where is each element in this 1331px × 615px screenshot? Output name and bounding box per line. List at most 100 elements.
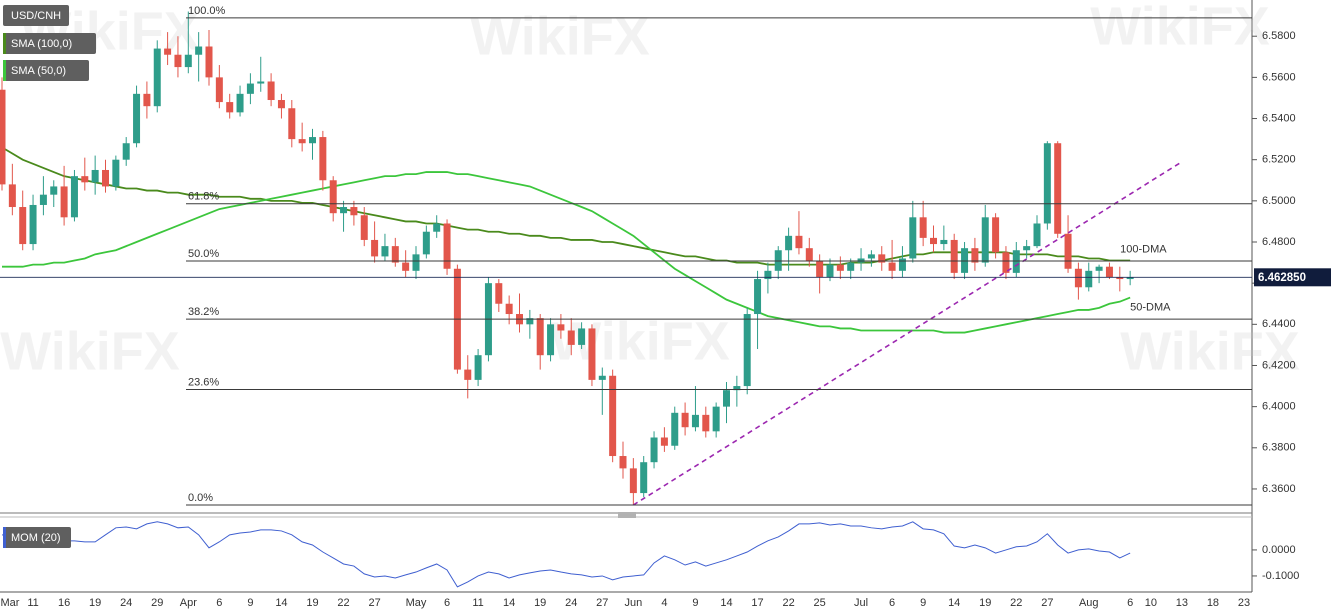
y-tick-label: 6.5600 (1262, 71, 1296, 83)
candle-body (8, 184, 16, 208)
candle-body (816, 260, 824, 277)
candle-body (112, 159, 120, 187)
candle-body (764, 270, 772, 280)
x-tick-label: 6 (444, 597, 450, 609)
candle-body (629, 468, 637, 494)
candle-body (671, 412, 679, 446)
x-tick-label: 24 (565, 597, 577, 609)
x-tick-label: 18 (1207, 597, 1219, 609)
x-tick-label: 27 (596, 597, 608, 609)
y-tick-label: 6.4800 (1262, 236, 1296, 248)
watermark: WikiFX (470, 6, 650, 66)
candle-body (505, 303, 513, 315)
y-tick-label: 6.4200 (1262, 359, 1296, 371)
candle-body (702, 414, 710, 432)
candle-body (226, 102, 234, 113)
last-price-box (1254, 268, 1331, 287)
indicator-line (1, 521, 1131, 588)
candle-body (236, 93, 244, 113)
candle-body (402, 262, 410, 271)
candle-body (257, 81, 265, 84)
candle-body (319, 137, 327, 181)
candle-body (826, 264, 834, 277)
candle-body (205, 46, 213, 78)
x-tick-label: 22 (1010, 597, 1022, 609)
candle-body (1023, 246, 1031, 251)
candle-body (536, 318, 544, 356)
candle-body (164, 48, 172, 55)
candle-body (1002, 252, 1010, 273)
candle-body (691, 414, 699, 428)
candle-body (443, 223, 451, 269)
legend-label: USD/CNH (11, 10, 61, 22)
fib-level-label: 0.0% (188, 492, 213, 504)
legend-label: MOM (20) (11, 532, 61, 544)
candle-body (184, 54, 192, 68)
x-tick-label: 19 (89, 597, 101, 609)
candle-body (350, 207, 358, 216)
candle-body (723, 390, 730, 407)
candle-body (433, 223, 441, 232)
x-tick-label: May (406, 597, 427, 609)
x-tick-label: 11 (27, 597, 38, 609)
candle-body (1105, 266, 1113, 277)
candle-body (1054, 143, 1062, 234)
candle-body (360, 215, 368, 240)
candle-body (567, 330, 575, 345)
candle-body (660, 437, 668, 446)
y-tick-label: 6.4000 (1262, 401, 1296, 413)
candle-body (526, 318, 534, 325)
x-tick-label: 19 (306, 597, 318, 609)
y-tick-label: 6.3600 (1262, 483, 1296, 495)
candle-body (609, 375, 617, 457)
x-tick-label: 14 (275, 597, 287, 609)
candle-body (19, 207, 27, 245)
y-tick-label: -0.1000 (1262, 570, 1299, 582)
candle-body (422, 231, 430, 255)
candle-body (340, 207, 348, 214)
sma-line (1, 146, 1131, 266)
legend-box (3, 5, 69, 26)
y-tick-label: 6.5400 (1262, 112, 1296, 124)
candle-body (298, 139, 306, 144)
legend-label: SMA (50,0) (11, 65, 66, 77)
fib-level-label: 61.8% (188, 191, 219, 203)
x-tick-label: 22 (337, 597, 349, 609)
momentum-pane (1, 521, 1131, 588)
x-tick-label: 14 (948, 597, 960, 609)
candle-body (971, 248, 979, 263)
watermark: WikiFX (550, 311, 730, 371)
candle-body (102, 169, 109, 187)
x-tick-label: Apr (180, 597, 197, 609)
fib-level-label: 38.2% (188, 306, 219, 318)
candle-body (795, 235, 803, 249)
candle-body (153, 48, 161, 107)
fib-level-label: 50.0% (188, 248, 219, 260)
candle-body (598, 375, 606, 380)
legend-swatch (3, 527, 6, 548)
candle-body (981, 217, 989, 263)
candle-body (681, 412, 689, 428)
y-tick-label: 6.3800 (1262, 442, 1296, 454)
candle-body (878, 254, 886, 263)
candle-body (588, 328, 596, 380)
x-tick-label: Jun (624, 597, 642, 609)
x-tick-label: 27 (368, 597, 380, 609)
candle-body (29, 204, 37, 245)
candle-body (122, 143, 130, 160)
x-tick-label: 9 (692, 597, 698, 609)
legend-box (3, 33, 96, 54)
pane-handle[interactable] (618, 512, 636, 518)
x-tick-label: 13 (1176, 597, 1188, 609)
x-tick-label: 11 (472, 597, 483, 609)
candle-body (805, 248, 813, 261)
candle-body (1074, 268, 1082, 288)
candle-body (743, 314, 751, 387)
candle-body (246, 83, 254, 94)
watermark: WikiFX (1120, 321, 1300, 381)
candle-body (847, 262, 855, 271)
candle-body (1064, 233, 1072, 269)
candle-body (70, 176, 78, 218)
x-tick-label: 9 (247, 597, 253, 609)
